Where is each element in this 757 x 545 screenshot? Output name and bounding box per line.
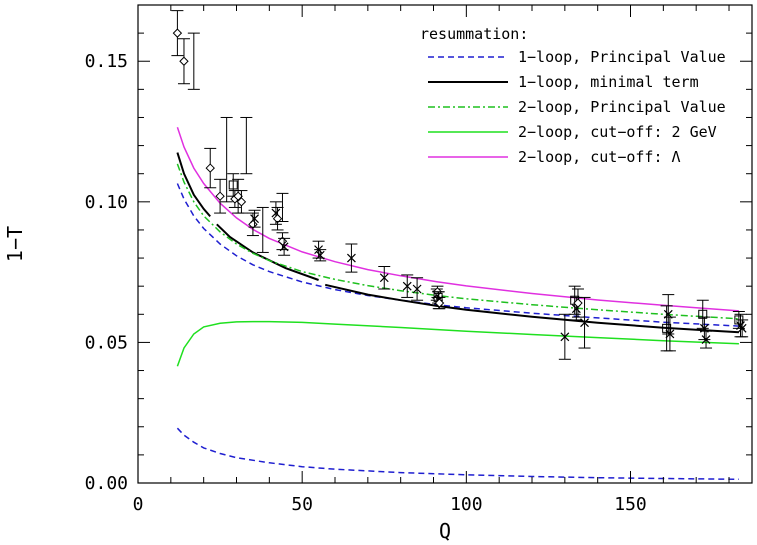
y-tick-label: 0.05 xyxy=(85,332,128,353)
square-marker xyxy=(662,323,672,333)
data-point xyxy=(256,206,269,253)
cross-marker xyxy=(412,284,422,294)
cross-marker xyxy=(560,332,570,342)
legend-label-2-loop-cut-off: 2−loop, cut−off: Λ xyxy=(518,148,681,166)
diamond-marker xyxy=(179,56,189,66)
y-axis-title: 1−T xyxy=(3,226,27,262)
cross-marker xyxy=(701,335,711,345)
diamond-marker xyxy=(573,298,583,308)
data-point xyxy=(700,330,713,349)
diamond-marker xyxy=(434,298,445,308)
cross-marker xyxy=(737,323,747,333)
square-marker xyxy=(228,180,238,190)
series-line-1-loop-principal-value xyxy=(176,183,739,327)
data-point xyxy=(571,288,584,318)
x-tick-label: 50 xyxy=(291,494,313,515)
data-points-layer xyxy=(171,10,749,360)
cross-marker xyxy=(736,321,745,330)
x-tick-label: 0 xyxy=(133,494,144,515)
data-point xyxy=(171,10,184,57)
data-point xyxy=(220,116,233,203)
curves-layer xyxy=(176,127,739,481)
data-point xyxy=(736,319,749,338)
legend-label-1-loop-principal-value: 1−loop, Principal Value xyxy=(518,48,726,66)
diamond-marker xyxy=(236,197,247,207)
axis-ticks xyxy=(137,5,752,484)
x-tick-label: 100 xyxy=(450,494,483,515)
data-point xyxy=(271,206,284,231)
legend-items: 1−loop, Principal Value 1−loop, minimal t… xyxy=(428,48,726,166)
data-point xyxy=(433,296,446,310)
square-marker xyxy=(698,309,708,319)
series-line-lower-dashed xyxy=(176,427,739,481)
data-point xyxy=(187,32,200,90)
x-tick-label: 150 xyxy=(614,494,647,515)
data-point xyxy=(177,38,190,85)
diamond-marker xyxy=(172,28,183,38)
axis-tick-labels: 0 50 100 150 0.00 0.05 0.10 0.15 xyxy=(85,51,647,515)
data-point xyxy=(663,316,676,352)
legend-label-2-loop-principal-value: 2−loop, Principal Value xyxy=(518,98,726,116)
legend-label-2-loop-cut-off-2-gev: 2−loop, cut−off: 2 GeV xyxy=(518,123,717,141)
data-point xyxy=(411,277,424,301)
cross-marker xyxy=(346,253,356,263)
cross-marker xyxy=(315,250,325,260)
data-point xyxy=(248,209,261,228)
data-point xyxy=(401,274,414,298)
diamond-marker xyxy=(205,163,215,173)
data-point xyxy=(204,147,217,189)
data-point xyxy=(696,299,709,329)
data-point xyxy=(235,190,248,214)
legend: resummation: 1−loop, Principal Value1−lo… xyxy=(420,25,726,166)
cross-marker xyxy=(379,273,389,283)
data-point xyxy=(276,192,289,223)
plot-frame xyxy=(137,4,753,484)
y-tick-label: 0.15 xyxy=(85,51,128,72)
legend-label-1-loop-minimal-term: 1−loop, minimal term xyxy=(518,73,699,91)
data-point xyxy=(578,296,591,349)
series-line-1-loop-minimal-term xyxy=(324,283,739,334)
series-line-2-loop-principal-value xyxy=(176,163,739,320)
series-line-1-loop-minimal-term xyxy=(216,223,319,281)
data-point xyxy=(378,265,391,290)
series-line-2-loop-cut-off xyxy=(176,127,739,312)
cross-marker xyxy=(402,281,412,291)
cross-marker xyxy=(250,214,259,224)
data-point xyxy=(240,116,253,175)
data-point xyxy=(232,178,245,214)
data-point xyxy=(345,243,358,273)
cross-marker xyxy=(279,242,289,252)
diamond-marker xyxy=(233,191,243,201)
series-line-1-loop-minimal-term xyxy=(176,152,211,218)
data-point xyxy=(278,237,291,256)
cross-marker xyxy=(665,329,675,339)
data-point xyxy=(214,178,227,214)
x-axis-title: Q xyxy=(439,519,451,543)
cross-marker xyxy=(580,318,589,328)
diamond-marker xyxy=(215,191,225,201)
data-point xyxy=(314,249,327,262)
y-tick-label: 0.10 xyxy=(85,192,128,213)
legend-title: resummation: xyxy=(420,25,528,43)
diamond-marker xyxy=(272,213,283,224)
y-tick-label: 0.00 xyxy=(85,473,128,494)
data-point xyxy=(662,294,675,335)
